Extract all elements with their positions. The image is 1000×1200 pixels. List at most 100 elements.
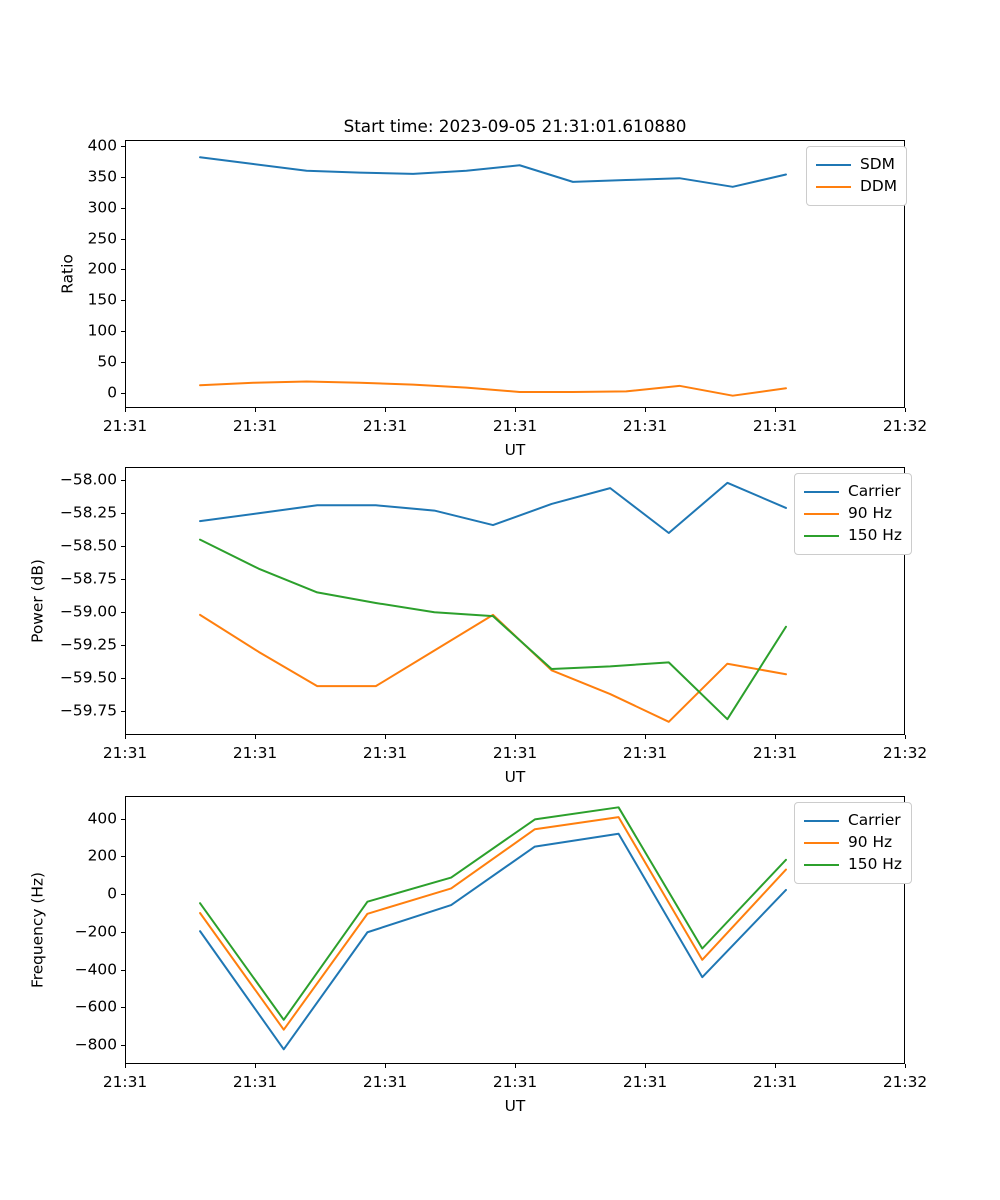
- y-tick-mark: [121, 645, 125, 647]
- x-tick-label: 21:31: [622, 1073, 668, 1091]
- legend-item-carrier[interactable]: Carrier: [804, 810, 902, 832]
- y-tick-mark: [121, 969, 125, 971]
- y-tick-label: 300: [87, 198, 117, 217]
- y-tick-mark: [121, 330, 125, 333]
- y-tick-mark: [121, 513, 125, 515]
- x-tick-mark: [125, 408, 127, 412]
- x-tick-mark: [385, 408, 387, 412]
- legend-label: Carrier: [848, 482, 901, 501]
- x-tick-label: 21:31: [102, 744, 148, 762]
- series-line-150-hz: [199, 538, 787, 721]
- y-tick-label: −400: [74, 959, 117, 978]
- series-line-150-hz: [199, 806, 787, 1021]
- y-tick-label: −59.50: [60, 668, 117, 687]
- series-line-90-hz: [199, 613, 787, 723]
- y-tick-label: 50: [97, 352, 117, 371]
- figure-title: Start time: 2023-09-05 21:31:01.610880: [343, 116, 687, 136]
- y-tick-label: 0: [107, 382, 117, 401]
- x-tick-label: 21:31: [362, 417, 408, 435]
- y-tick-mark: [121, 300, 125, 302]
- plot-lines-power: [199, 481, 787, 723]
- series-line-carrier: [199, 481, 787, 535]
- y-tick-mark: [121, 1045, 125, 1047]
- y-tick-mark: [121, 392, 125, 394]
- subplot-ratio: Start time: 2023-09-05 21:31:01.610880 R…: [0, 0, 1000, 460]
- x-tick-mark: [775, 408, 777, 412]
- series-line-90-hz: [199, 816, 787, 1031]
- y-tick-label: 200: [87, 846, 117, 865]
- x-tick-label: 21:32: [882, 744, 928, 762]
- x-tick-mark: [515, 408, 517, 412]
- y-tick-label: 350: [87, 167, 117, 186]
- y-tick-label: 200: [87, 259, 117, 278]
- plot-lines-ratio: [199, 156, 787, 397]
- x-tick-label: 21:32: [882, 1073, 928, 1091]
- y-tick-mark: [121, 238, 125, 240]
- y-tick-label: −600: [74, 997, 117, 1016]
- y-tick-label: 0: [107, 884, 117, 903]
- x-tick-label: 21:31: [232, 744, 278, 762]
- legend-item-150-hz[interactable]: 150 Hz: [804, 525, 902, 547]
- legend-label: 150 Hz: [848, 855, 902, 874]
- y-tick-mark: [121, 207, 125, 209]
- legend-label: 150 Hz: [848, 526, 902, 545]
- x-tick-mark: [905, 1064, 907, 1068]
- y-tick-mark: [121, 1007, 125, 1009]
- x-tick-label: 21:31: [362, 1073, 408, 1091]
- legend-item-90-hz[interactable]: 90 Hz: [804, 832, 902, 854]
- legend-swatch-icon: [804, 864, 839, 866]
- legend-label: DDM: [860, 177, 897, 196]
- series-line-ddm: [199, 380, 787, 397]
- axes-frame-ratio: [125, 140, 905, 408]
- axes-frame-frequency: [125, 796, 905, 1064]
- legend-item-150-hz[interactable]: 150 Hz: [804, 854, 902, 876]
- x-tick-label: 21:31: [492, 744, 538, 762]
- x-axis-label-ratio: UT: [504, 441, 526, 459]
- x-tick-label: 21:32: [882, 417, 928, 435]
- legend-swatch-icon: [804, 513, 839, 515]
- y-tick-label: −200: [74, 922, 117, 941]
- y-tick-label: 250: [87, 228, 117, 247]
- y-tick-mark: [121, 579, 125, 581]
- x-tick-mark: [385, 735, 387, 739]
- x-tick-mark: [775, 735, 777, 739]
- y-tick-mark: [121, 269, 125, 271]
- series-line-sdm: [199, 156, 787, 188]
- y-tick-mark: [121, 711, 125, 713]
- y-tick-mark: [121, 480, 125, 482]
- legend-swatch-icon: [816, 164, 851, 166]
- x-tick-mark: [905, 735, 907, 739]
- x-tick-mark: [125, 1064, 127, 1068]
- plot-lines-frequency: [199, 806, 787, 1051]
- x-tick-mark: [645, 735, 647, 739]
- x-tick-label: 21:31: [232, 1073, 278, 1091]
- y-tick-label: −58.75: [60, 569, 117, 588]
- y-tick-label: 400: [87, 808, 117, 827]
- x-tick-mark: [255, 735, 257, 739]
- legend-power[interactable]: Carrier 90 Hz 150 Hz: [794, 473, 912, 555]
- x-tick-mark: [255, 408, 257, 412]
- legend-item-carrier[interactable]: Carrier: [804, 481, 902, 503]
- subplot-power: Power (dB) UT Carrier 90 Hz 150 Hz −58.00−…: [0, 460, 1000, 790]
- legend-item-ddm[interactable]: DDM: [816, 176, 897, 198]
- y-tick-mark: [121, 931, 125, 933]
- legend-item-sdm[interactable]: SDM: [816, 154, 897, 176]
- x-tick-mark: [775, 1064, 777, 1068]
- x-tick-label: 21:31: [102, 1073, 148, 1091]
- x-axis-label-power: UT: [504, 768, 526, 786]
- x-tick-label: 21:31: [492, 417, 538, 435]
- y-tick-label: −58.00: [60, 470, 117, 489]
- x-tick-mark: [645, 408, 647, 412]
- legend-swatch-icon: [804, 842, 839, 844]
- y-tick-mark: [121, 546, 125, 548]
- legend-ratio[interactable]: SDM DDM: [806, 146, 907, 206]
- x-tick-label: 21:31: [622, 744, 668, 762]
- subplot-frequency: Frequency (Hz) UT Carrier 90 Hz 150 Hz −80…: [0, 790, 1000, 1130]
- legend-swatch-icon: [804, 535, 839, 537]
- x-tick-mark: [645, 1064, 647, 1068]
- legend-frequency[interactable]: Carrier 90 Hz 150 Hz: [794, 802, 912, 884]
- y-tick-mark: [121, 361, 125, 363]
- legend-item-90-hz[interactable]: 90 Hz: [804, 503, 902, 525]
- axes-frame-power: [125, 467, 905, 735]
- x-tick-mark: [515, 1064, 517, 1068]
